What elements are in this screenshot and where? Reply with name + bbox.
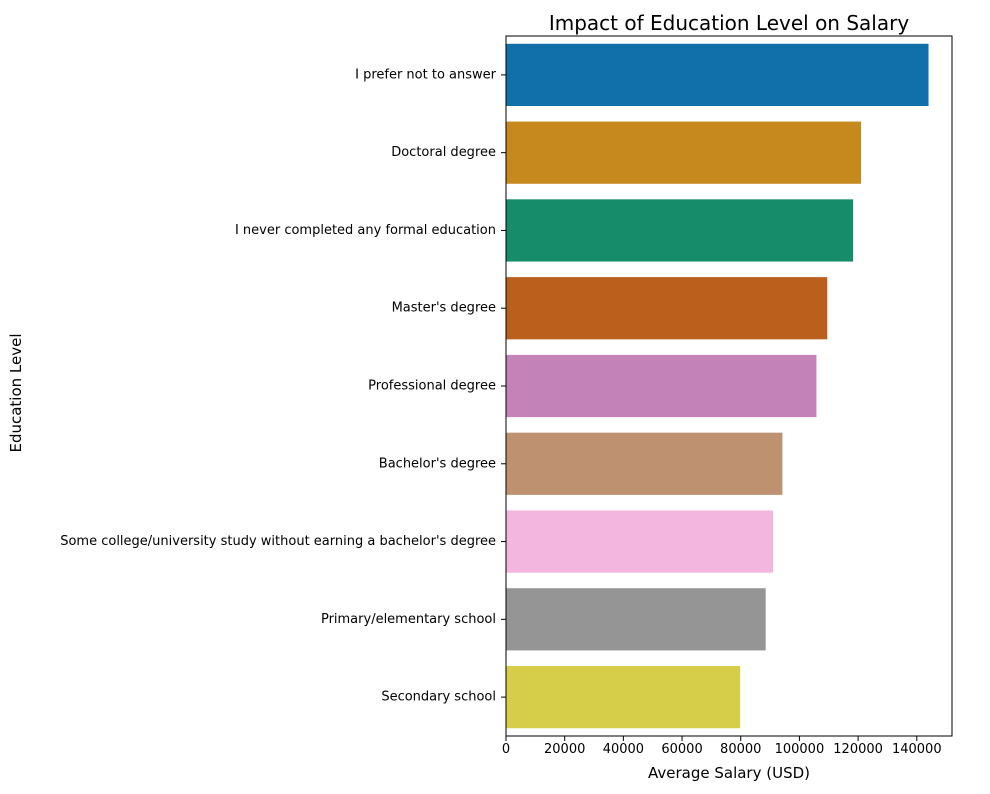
- y-tick-label: Doctoral degree: [391, 145, 496, 160]
- y-tick-labels: I prefer not to answer Doctoral degree I n…: [60, 67, 506, 705]
- x-tick-label: 120000: [833, 742, 883, 757]
- plot-frame: [505, 35, 953, 737]
- chart-title: Impact of Education Level on Salary: [549, 11, 909, 35]
- bar-7: [506, 588, 766, 651]
- x-tick-label: 40000: [603, 742, 644, 757]
- bar-1: [506, 121, 862, 184]
- x-tick-label: 20000: [544, 742, 585, 757]
- y-tick-label: Primary/elementary school: [321, 612, 496, 627]
- bars-layer: [506, 43, 929, 729]
- bar-0: [506, 43, 929, 106]
- x-tick-label: 0: [502, 742, 510, 757]
- x-axis-title: Average Salary (USD): [648, 764, 810, 782]
- y-tick-label: Bachelor's degree: [379, 456, 496, 471]
- bar-4: [506, 354, 817, 418]
- y-tick-label: Master's degree: [392, 301, 496, 316]
- y-tick-label: Some college/university study without ea…: [60, 534, 496, 549]
- x-tick-label: 100000: [775, 742, 825, 757]
- bar-3: [506, 277, 828, 340]
- bar-2: [506, 199, 854, 262]
- y-tick-label: Secondary school: [381, 690, 496, 705]
- x-tick-label: 140000: [892, 742, 942, 757]
- bar-6: [506, 510, 774, 573]
- y-tick-label: I never completed any formal education: [235, 223, 496, 238]
- bar-5: [506, 432, 783, 495]
- y-tick-label: I prefer not to answer: [355, 67, 497, 82]
- y-tick-label: Professional degree: [368, 379, 496, 394]
- bar-8: [506, 666, 741, 729]
- y-axis-title: Education Level: [7, 333, 25, 452]
- x-tick-label: 80000: [720, 742, 761, 757]
- x-tick-label: 60000: [661, 742, 702, 757]
- x-tick-labels: 0 20000 40000 60000 80000 100000 120000 140000: [502, 736, 942, 757]
